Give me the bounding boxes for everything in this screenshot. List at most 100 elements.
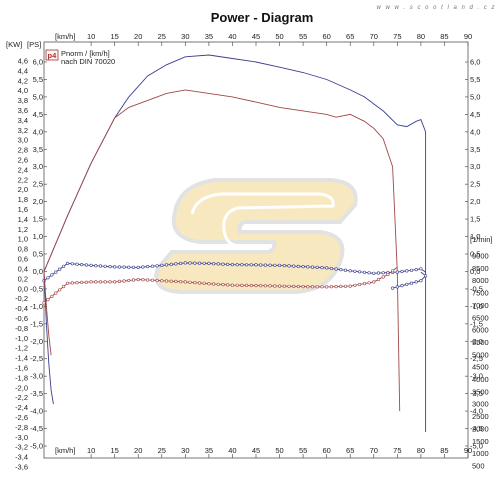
ps-tick-label-right: -0,5	[470, 284, 483, 293]
series-point-3	[372, 271, 376, 275]
ps-tick-label-left: -2,0	[30, 337, 43, 346]
x-tick-label-bottom: 25	[158, 446, 166, 455]
series-point-4	[70, 281, 74, 285]
series-point-4	[376, 277, 381, 282]
series-point-3	[240, 263, 244, 267]
series-point-5	[424, 274, 428, 278]
ps-tick-label-left: 5,0	[33, 92, 43, 101]
series-point-3	[315, 265, 319, 270]
x-tick-label-top: 55	[299, 32, 307, 41]
ps-tick-label-right: -3,5	[470, 389, 483, 398]
ps-tick-label-left: -4,5	[30, 424, 43, 433]
ps-tick-label-right: 5,5	[470, 75, 480, 84]
left-axis-tick-label: 2,8	[18, 146, 28, 155]
left-axis-tick-label: -0,4	[15, 304, 28, 313]
series-point-3	[212, 262, 216, 266]
left-axis-tick-label: 3,4	[18, 116, 28, 125]
series-point-4	[391, 269, 395, 273]
ps-tick-label-right: -2,0	[470, 337, 483, 346]
series-point-4	[202, 281, 206, 285]
series-point-4	[315, 285, 319, 289]
x-tick-label-top: 10	[87, 32, 95, 41]
ps-tick-label-right: -1,0	[470, 302, 483, 311]
rpm-tick-label: 1000	[472, 449, 489, 458]
series-point-4	[131, 278, 136, 282]
ps-tick-label-right: -3,0	[470, 372, 483, 381]
left-axis-tick-label: 3,2	[18, 126, 28, 135]
series-point-3	[155, 264, 159, 268]
watermark-site-text: w w w . s c o o t l a n d . c z	[376, 5, 496, 11]
rpm-tick-label: 5000	[472, 350, 489, 359]
series-point-3	[141, 265, 145, 269]
x-tick-label-top: 70	[370, 32, 378, 41]
legend-badge-box	[45, 49, 59, 61]
left-axis-tick-label: 2,6	[18, 156, 28, 165]
series-point-3	[405, 269, 409, 273]
ps-tick-label-left: 4,0	[33, 127, 43, 136]
left-axis-tick-label: -0,2	[15, 294, 28, 303]
left-axis-tick-label: 1,8	[18, 195, 28, 204]
series-point-3	[146, 265, 150, 269]
rpm-tick-label: 9000	[472, 252, 489, 261]
series-point-4	[240, 283, 244, 288]
series-point-3	[296, 264, 301, 269]
chart-title: Power - Diagram	[211, 10, 314, 25]
x-tick-label-top: 85	[440, 32, 448, 41]
series-point-3	[381, 271, 385, 275]
legend-badge-text: p4	[48, 51, 58, 60]
series-point-4	[362, 282, 367, 286]
series-point-5	[409, 281, 414, 285]
series-point-4	[259, 284, 263, 288]
x-tick-label-bottom: 35	[205, 446, 213, 455]
x-tick-label-top: 40	[228, 32, 236, 41]
series-point-4	[282, 284, 286, 288]
ps-tick-label-right: 2,5	[470, 180, 480, 189]
series-point-4	[212, 282, 216, 286]
series-point-4	[108, 280, 112, 284]
ps-tick-label-left: 1,5	[33, 215, 43, 224]
series-point-5	[391, 286, 395, 290]
left-axis-tick-label: -1,2	[15, 344, 28, 353]
series-point-4	[127, 278, 131, 283]
ps-tick-label-left: -3,5	[30, 389, 43, 398]
left-axis-tick-label: 2,4	[18, 165, 28, 174]
series-point-3	[358, 270, 362, 274]
rpm-tick-label: 3500	[472, 387, 489, 396]
left-axis-tick-label: -2,6	[15, 413, 28, 422]
x-tick-label-bottom: 30	[181, 446, 189, 455]
series-point-4	[98, 280, 103, 284]
series-point-3	[235, 263, 239, 267]
x-tick-label-bottom: 45	[252, 446, 260, 455]
x-tick-label-bottom: 15	[110, 446, 118, 455]
series-point-4	[103, 280, 107, 284]
series-point-3	[268, 263, 272, 267]
series-point-3	[188, 261, 192, 265]
ps-tick-label-right: 3,0	[470, 162, 480, 171]
left-axis-tick-label: 0,0	[18, 284, 28, 293]
ps-tick-label-right: 5,0	[470, 92, 480, 101]
ps-tick-label-right: -4,5	[470, 424, 483, 433]
ps-tick-label-left: 2,5	[33, 180, 43, 189]
series-point-3	[353, 269, 357, 273]
series-point-4	[54, 291, 58, 295]
ps-tick-label-left: 6,0	[33, 58, 43, 67]
rpm-tick-label: 7000	[472, 301, 489, 310]
series-point-4	[61, 284, 66, 289]
x-tick-label-top: 15	[110, 32, 118, 41]
rpm-tick-label: 8500	[472, 264, 489, 273]
series-point-4	[348, 284, 352, 288]
left-axis-tick-label: 0,6	[18, 255, 28, 264]
series-line-1	[43, 54, 427, 432]
series-point-4	[343, 284, 348, 288]
series-point-5	[414, 280, 418, 284]
x-tick-label-bottom: 80	[417, 446, 425, 455]
series-point-4	[367, 281, 371, 285]
ps-tick-label-left: 0,5	[33, 250, 43, 259]
series-point-4	[117, 279, 121, 284]
ps-tick-label-right: -1,5	[470, 319, 483, 328]
ps-tick-label-right: 1,0	[470, 232, 480, 241]
rpm-axis-unit-label: [1/min]	[470, 235, 493, 244]
series-point-4	[174, 279, 178, 284]
series-point-3	[179, 261, 183, 266]
series-point-4	[292, 284, 296, 289]
